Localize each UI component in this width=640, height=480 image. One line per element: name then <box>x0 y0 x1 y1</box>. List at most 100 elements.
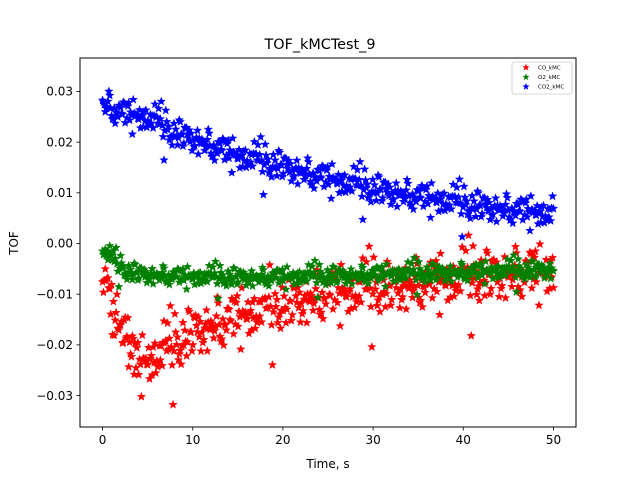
data-point <box>285 296 296 306</box>
data-point <box>491 216 502 226</box>
data-point <box>500 293 511 303</box>
data-point <box>232 291 242 301</box>
data-point <box>215 260 225 270</box>
data-point <box>136 391 147 401</box>
data-point <box>191 320 202 330</box>
x-tick-label: 20 <box>275 433 290 447</box>
data-point <box>473 188 484 198</box>
data-point <box>281 284 291 294</box>
data-point <box>413 280 423 290</box>
data-point <box>547 252 558 262</box>
data-point <box>446 276 457 286</box>
data-point <box>162 318 173 328</box>
data-point <box>202 134 213 144</box>
data-point <box>444 200 455 210</box>
data-point <box>370 284 381 294</box>
data-point <box>213 293 223 303</box>
data-point <box>282 304 292 314</box>
data-point <box>546 273 556 283</box>
legend-marker <box>522 63 530 71</box>
data-point <box>468 241 478 251</box>
data-point <box>103 96 113 106</box>
data-point <box>457 259 467 269</box>
data-point <box>281 317 291 327</box>
data-point <box>195 267 205 277</box>
data-point <box>538 200 549 210</box>
data-point <box>345 283 355 293</box>
data-point <box>157 267 167 277</box>
data-point <box>333 169 344 179</box>
data-point <box>500 199 511 209</box>
data-point <box>530 246 541 256</box>
data-point <box>126 351 137 361</box>
data-point <box>156 96 167 106</box>
data-point <box>349 302 360 312</box>
data-point <box>115 102 126 112</box>
data-point <box>427 293 438 303</box>
data-point <box>311 283 321 293</box>
data-point <box>266 320 277 330</box>
data-point <box>122 274 132 284</box>
data-point <box>221 325 232 335</box>
data-point <box>166 342 176 352</box>
data-point <box>183 133 194 143</box>
data-point <box>114 281 124 291</box>
data-point <box>180 325 190 335</box>
legend-label: O2_kMC <box>538 75 561 81</box>
data-point <box>246 266 257 276</box>
data-point <box>409 252 420 262</box>
data-point <box>449 291 459 301</box>
data-point <box>125 264 136 274</box>
data-point <box>287 309 298 319</box>
y-axis: −0.03 −0.02 −0.01 0.00 0.01 0.02 0.03 <box>36 85 80 403</box>
data-point <box>264 260 275 270</box>
data-point <box>193 312 204 322</box>
data-point <box>360 175 371 185</box>
data-point <box>142 359 153 369</box>
data-point <box>332 297 343 307</box>
data-point <box>159 155 169 165</box>
data-point <box>358 253 368 263</box>
data-point <box>272 294 282 304</box>
data-point <box>538 262 549 272</box>
legend-marker <box>522 73 530 81</box>
data-point <box>231 297 242 307</box>
data-point <box>150 338 160 348</box>
data-point <box>110 118 120 128</box>
data-point <box>534 300 544 310</box>
data-point <box>188 339 198 349</box>
data-point <box>455 198 466 208</box>
data-point <box>432 286 442 296</box>
data-point <box>459 181 469 191</box>
data-point <box>395 302 405 312</box>
data-point <box>314 259 325 269</box>
data-point <box>506 255 516 265</box>
chart-title: TOF_kMCTest_9 <box>263 37 375 53</box>
data-point <box>415 193 426 203</box>
data-point <box>339 170 350 180</box>
data-point <box>354 174 364 184</box>
data-point <box>471 289 482 299</box>
data-point <box>141 105 151 115</box>
data-point <box>227 167 237 177</box>
data-point <box>124 361 134 371</box>
data-point <box>164 279 175 289</box>
data-point <box>147 263 157 273</box>
data-point <box>194 332 204 342</box>
data-point <box>255 149 265 159</box>
y-tick-label: 0.02 <box>46 135 73 149</box>
data-point <box>508 218 518 228</box>
data-point <box>217 334 227 344</box>
data-point <box>170 308 180 318</box>
data-point <box>415 295 426 305</box>
data-point <box>408 204 419 214</box>
data-point <box>391 282 401 292</box>
data-point <box>510 241 521 251</box>
data-point <box>439 264 449 274</box>
data-point <box>173 355 184 365</box>
data-point <box>456 208 467 218</box>
data-point <box>548 203 559 213</box>
data-point <box>548 266 559 276</box>
data-point <box>477 208 487 218</box>
data-point <box>227 133 238 143</box>
